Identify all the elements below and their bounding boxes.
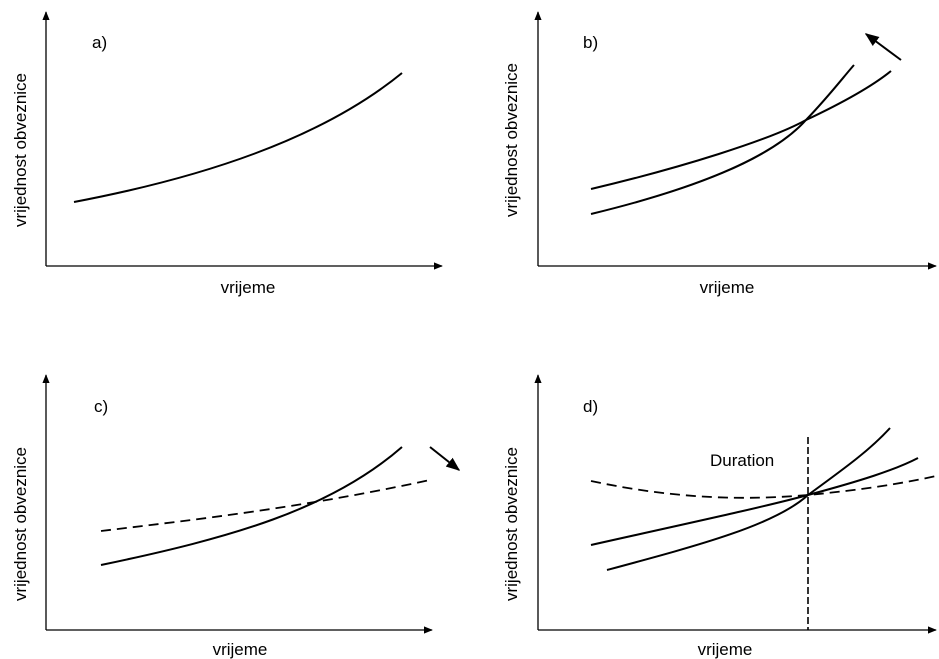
panel-a: a) vrijednost obveznice vrijeme [11,11,443,297]
panel-d: d) vrijednost obveznice vrijeme Duration [502,374,937,659]
x-axis-label: vrijeme [698,640,753,659]
dashed-curve [590,475,937,499]
steeper-curve [606,427,891,571]
bond-value-curve [73,72,403,203]
steeper-curve [590,64,855,215]
x-axis-label: vrijeme [213,640,268,659]
panel-b: b) vrijednost obveznice vrijeme [502,11,937,297]
x-axis-label: vrijeme [700,278,755,297]
duration-label: Duration [710,451,774,470]
bond-value-curve [100,446,403,566]
flatter-curve [590,70,892,190]
rotation-arrow-icon [429,446,461,471]
y-axis-label: vrijednost obveznice [502,447,521,601]
y-axis-label: vrijednost obveznice [11,447,30,601]
rotation-arrow-icon [864,33,902,61]
panel-c: c) vrijednost obveznice vrijeme [11,374,461,659]
y-axis-label: vrijednost obveznice [11,73,30,227]
x-axis-label: vrijeme [221,278,276,297]
panel-letter: b) [583,33,598,52]
panel-letter: a) [92,33,107,52]
flatter-curve [590,457,919,546]
panel-letter: d) [583,397,598,416]
y-axis-label: vrijednost obveznice [502,63,521,217]
dashed-curve [100,479,431,532]
panel-letter: c) [94,397,108,416]
